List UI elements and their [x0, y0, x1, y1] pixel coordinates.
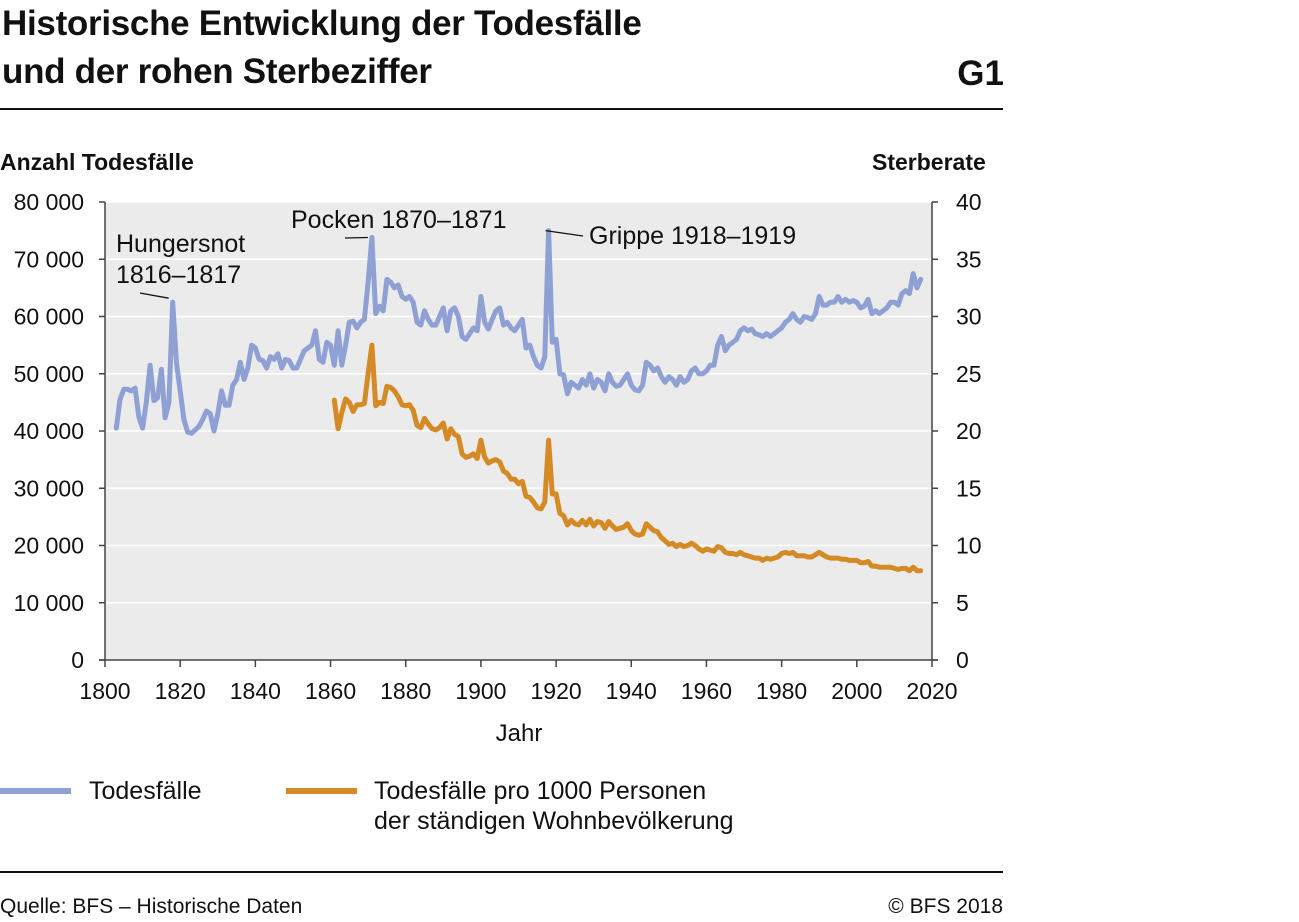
right-axis-title: Sterberate: [872, 149, 986, 175]
y2-tick-label: 35: [956, 246, 982, 272]
y-tick-label: 40 000: [14, 418, 84, 444]
series-line-2: [331, 342, 924, 574]
footer-copyright: © BFS 2018: [888, 895, 1003, 918]
y2-tick-label: 40: [956, 189, 982, 215]
annotation-label: Pocken 1870–1871: [291, 206, 506, 234]
annotation-label-line: Pocken 1870–1871: [291, 206, 506, 234]
x-tick-label: 1940: [606, 678, 657, 704]
annotation-label: Grippe 1918–1919: [589, 222, 796, 250]
y-tick-label: 80 000: [14, 189, 84, 215]
y-tick-label: 70 000: [14, 246, 84, 272]
x-tick-label: 2000: [831, 678, 882, 704]
series-line-1: [113, 228, 924, 436]
x-axis-title: Jahr: [496, 720, 543, 747]
legend-label-line: der ständigen Wohnbevölkerung: [374, 807, 734, 835]
y2-tick-label: 5: [956, 590, 969, 616]
y-tick-label: 60 000: [14, 304, 84, 330]
footer-source: Quelle: BFS – Historische Daten: [0, 895, 303, 918]
y-tick-label: 50 000: [14, 361, 84, 387]
y-tick-label: 20 000: [14, 533, 84, 559]
y-tick-label: 10 000: [14, 590, 84, 616]
y2-tick-label: 0: [956, 647, 969, 673]
x-tick-label: 1980: [756, 678, 807, 704]
left-axis-title: Anzahl Todesfälle: [0, 149, 194, 175]
chart-title: Historische Entwicklung der Todesfälle u…: [2, 0, 642, 96]
x-tick-label: 1960: [681, 678, 732, 704]
y2-tick-label: 30: [956, 304, 982, 330]
annotation-leader: [344, 236, 368, 239]
x-tick-label: 1880: [380, 678, 431, 704]
y2-tick-label: 15: [956, 475, 982, 501]
legend-swatch-2: [286, 788, 357, 794]
x-tick-label: 2020: [906, 678, 957, 704]
title-line-1: Historische Entwicklung der Todesfälle: [2, 4, 642, 43]
annotation-label-line: Hungersnot: [116, 230, 245, 258]
x-tick-label: 1860: [305, 678, 356, 704]
x-tick-label: 1800: [79, 678, 130, 704]
annotation-leader: [545, 229, 584, 237]
y2-tick-label: 25: [956, 361, 982, 387]
title-rule: [0, 108, 1003, 110]
x-tick-label: 1840: [230, 678, 281, 704]
chart-svg: 0 10 000 20 000 30 000 40 000 50 000 60 000 70 …: [14, 189, 982, 747]
legend-label-2: Todesfälle pro 1000 Personen der ständige…: [374, 776, 734, 836]
legend-label-line: Todesfälle: [89, 777, 202, 805]
legend-label-1: Todesfälle: [89, 776, 202, 806]
annotation-label: Hungersnot 1816–1817: [116, 230, 245, 289]
y2-tick-label: 10: [956, 533, 982, 559]
x-tick-label: 1920: [531, 678, 582, 704]
legend-label-line: Todesfälle pro 1000 Personen: [374, 777, 707, 805]
title-line-2: und der rohen Sterbeziffer: [2, 52, 432, 91]
chart-id: G1: [957, 54, 1004, 93]
annotation-leader: [139, 292, 169, 299]
x-tick-label: 1820: [155, 678, 206, 704]
footer-rule: [0, 871, 1003, 873]
x-tick-label: 1900: [455, 678, 506, 704]
annotation-label-line: Grippe 1918–1919: [589, 222, 796, 250]
y-tick-label: 0: [71, 647, 84, 673]
legend-swatch-1: [0, 788, 71, 794]
annotation-label-line: 1816–1817: [116, 261, 241, 289]
y2-tick-label: 20: [956, 418, 982, 444]
y-tick-label: 30 000: [14, 475, 84, 501]
